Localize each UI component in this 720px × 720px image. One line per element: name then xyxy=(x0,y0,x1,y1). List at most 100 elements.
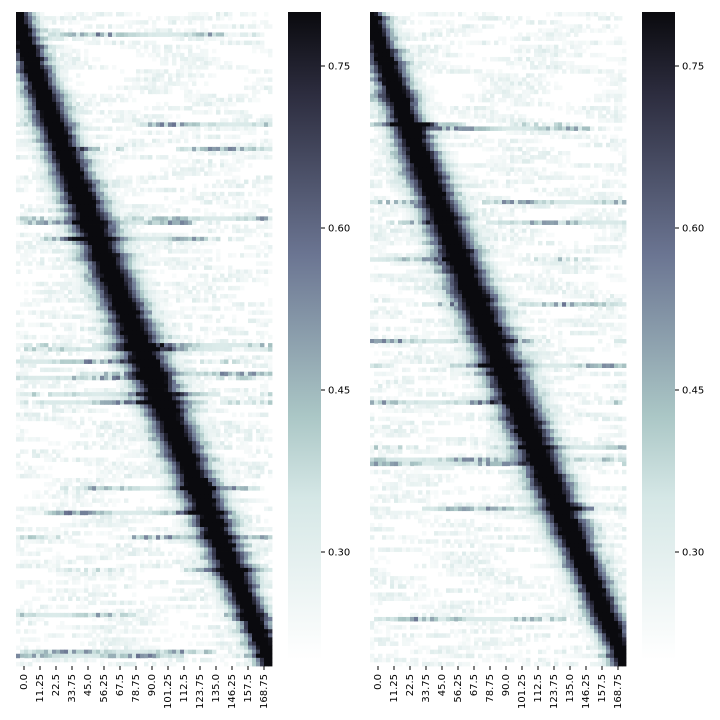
heatmap-cell xyxy=(196,138,201,144)
heatmap-cell xyxy=(108,420,113,426)
heatmap-cell xyxy=(32,142,37,148)
heatmap-cell xyxy=(72,32,77,37)
heatmap-cell xyxy=(116,24,121,29)
heatmap-cell xyxy=(76,236,81,242)
heatmap-cell xyxy=(204,412,209,418)
heatmap-cell xyxy=(152,244,157,250)
heatmap-cell xyxy=(180,130,185,136)
heatmap-cell xyxy=(64,52,69,58)
heatmap-cell xyxy=(164,351,169,356)
heatmap-cell xyxy=(144,318,149,324)
heatmap-cell xyxy=(156,322,161,328)
heatmap-cell xyxy=(188,334,193,340)
heatmap-cell xyxy=(224,461,229,467)
heatmap-cell xyxy=(64,118,69,123)
heatmap-cell xyxy=(232,424,237,430)
heatmap-cell xyxy=(160,383,165,389)
heatmap-cell xyxy=(28,81,33,86)
heatmap-cell xyxy=(196,441,201,446)
heatmap-cell xyxy=(268,302,273,307)
heatmap-cell xyxy=(140,314,145,319)
heatmap-cell xyxy=(188,502,193,507)
heatmap-cell xyxy=(148,400,153,405)
heatmap-cell xyxy=(104,473,109,479)
heatmap-cell xyxy=(192,306,197,311)
heatmap-cell xyxy=(172,232,177,238)
heatmap-cell xyxy=(100,163,105,168)
heatmap-cell xyxy=(216,195,221,201)
heatmap-cell xyxy=(232,339,237,344)
heatmap-cell xyxy=(140,396,145,401)
heatmap-cell xyxy=(180,379,185,385)
heatmap-cell xyxy=(248,359,253,364)
heatmap-cell xyxy=(244,200,249,205)
heatmap-cell xyxy=(112,355,117,360)
heatmap-cell xyxy=(108,490,113,495)
heatmap-cell xyxy=(184,437,189,442)
heatmap-cell xyxy=(156,453,161,458)
heatmap-cell xyxy=(240,371,245,377)
heatmap-cell xyxy=(108,273,113,279)
heatmap-cell xyxy=(156,208,161,213)
heatmap-cell xyxy=(120,261,125,266)
heatmap-cell xyxy=(192,216,197,221)
heatmap-cell xyxy=(180,334,185,340)
heatmap-cell xyxy=(68,359,73,364)
heatmap-cell xyxy=(148,220,153,225)
heatmap-cell xyxy=(264,437,269,442)
heatmap-cell xyxy=(32,220,37,225)
heatmap-cell xyxy=(268,371,273,377)
heatmap-cell xyxy=(20,416,25,422)
heatmap-cell xyxy=(116,412,121,418)
heatmap-cell xyxy=(156,428,161,434)
heatmap-cell xyxy=(140,277,145,283)
heatmap-cell xyxy=(260,122,265,127)
heatmap-cell xyxy=(216,371,221,377)
heatmap-cell xyxy=(192,375,197,381)
heatmap-cell xyxy=(204,449,209,454)
heatmap-cell xyxy=(176,383,181,389)
heatmap-cell xyxy=(164,359,169,364)
heatmap-cell xyxy=(148,16,153,21)
heatmap-cell xyxy=(52,126,57,131)
heatmap-cell xyxy=(248,347,253,352)
heatmap-cell xyxy=(16,77,21,82)
heatmap-cell xyxy=(52,261,57,266)
heatmap-cell xyxy=(60,200,65,205)
heatmap-cell xyxy=(172,200,177,205)
heatmap-cell xyxy=(124,155,129,160)
heatmap-cell xyxy=(60,224,65,230)
heatmap-cell xyxy=(80,93,85,99)
heatmap-cell xyxy=(92,322,97,328)
heatmap-cell xyxy=(160,294,165,299)
heatmap-cell xyxy=(168,44,173,50)
heatmap-cell xyxy=(120,183,125,189)
heatmap-cell xyxy=(104,183,109,189)
heatmap-cell xyxy=(56,126,61,131)
heatmap-cell xyxy=(24,183,29,189)
heatmap-cell xyxy=(216,433,221,438)
heatmap-cell xyxy=(116,400,121,405)
heatmap-cell xyxy=(212,408,217,413)
heatmap-cell xyxy=(240,126,245,131)
heatmap-cell xyxy=(108,441,113,446)
heatmap-cell xyxy=(108,171,113,176)
heatmap-cell xyxy=(112,441,117,446)
heatmap-cell xyxy=(232,420,237,426)
heatmap-cell xyxy=(184,216,189,221)
heatmap-cell xyxy=(184,240,189,246)
heatmap-cell xyxy=(248,437,253,442)
heatmap-cell xyxy=(128,351,133,356)
heatmap-cell xyxy=(188,163,193,168)
heatmap-cell xyxy=(196,469,201,475)
heatmap-cell xyxy=(240,150,245,156)
heatmap-cell xyxy=(160,85,165,91)
heatmap-cell xyxy=(152,457,157,463)
heatmap-cell xyxy=(64,126,69,131)
heatmap-cell xyxy=(120,453,125,458)
heatmap-cell xyxy=(120,249,125,254)
heatmap-cell xyxy=(216,106,221,111)
heatmap-cell xyxy=(260,277,265,283)
heatmap-cell xyxy=(232,469,237,475)
heatmap-cell xyxy=(260,114,265,119)
